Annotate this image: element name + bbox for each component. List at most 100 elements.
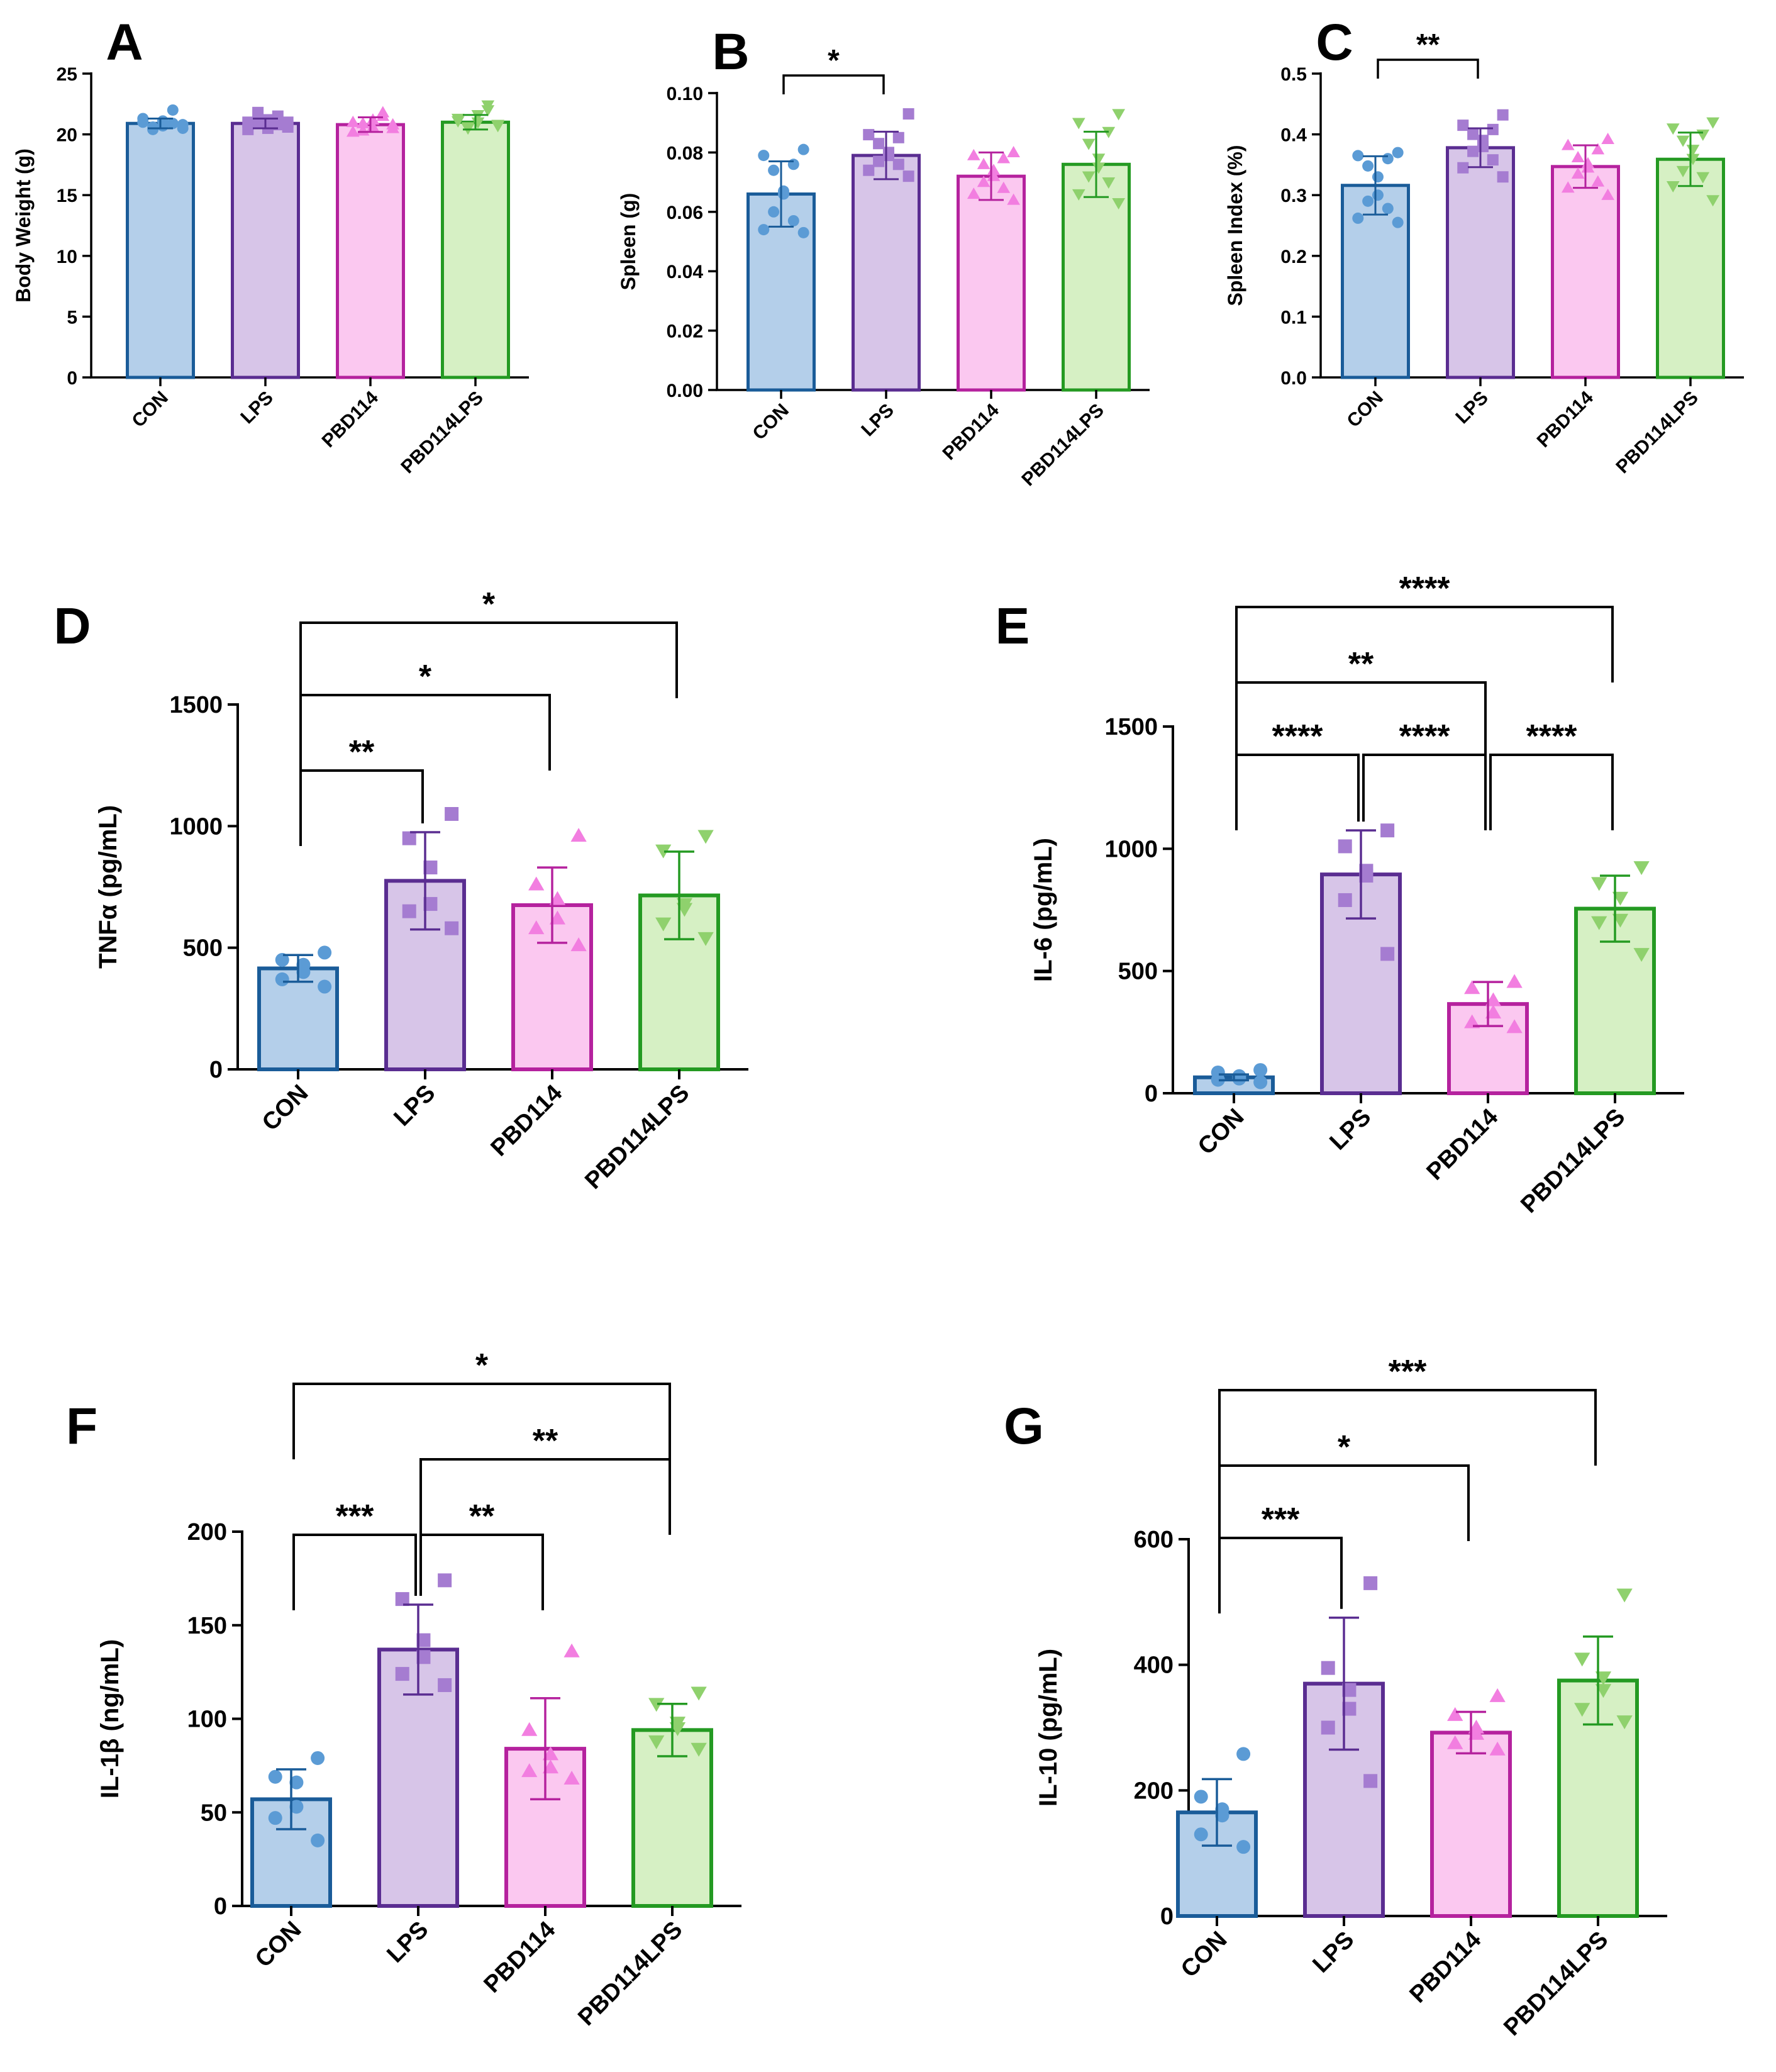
data-point — [1561, 138, 1575, 150]
x-tick-label: PBD114 — [1405, 1927, 1487, 2008]
bar-pbd114 — [1430, 1730, 1512, 1918]
data-point — [787, 214, 799, 226]
bar-pbd114lps — [631, 1728, 713, 1908]
panel-a: A 0 5 10 15 20 25 Body Weight (g) CON LPS PBD114 PB… — [12, 14, 529, 477]
data-point — [1601, 188, 1614, 200]
data-point — [386, 118, 399, 130]
significance-bracket: ** — [419, 1423, 671, 1535]
y-tick-label: 150 — [187, 1613, 227, 1639]
data-point — [311, 1833, 325, 1847]
data-point — [1666, 123, 1680, 135]
y-tick-label: 0.10 — [667, 84, 703, 104]
significance-bracket: ** — [299, 734, 424, 846]
y-tick-label: 5 — [67, 307, 77, 328]
data-point — [882, 150, 894, 162]
x-tick-label: CON — [128, 387, 172, 432]
data-point — [768, 206, 780, 218]
data-point — [1457, 162, 1469, 174]
y-tick-label: 0.3 — [1280, 186, 1307, 206]
data-point — [1380, 947, 1395, 961]
data-point — [296, 965, 311, 979]
significance-label: * — [419, 659, 432, 695]
data-point — [1321, 1720, 1335, 1735]
bracket-line — [1235, 681, 1487, 758]
x-tick-label: LPS — [382, 1917, 433, 1968]
data-point — [997, 181, 1011, 193]
data-point — [445, 921, 459, 935]
y-tick-label: 0.04 — [667, 262, 704, 282]
data-point — [1571, 167, 1585, 179]
data-point — [1612, 891, 1629, 906]
data-point — [902, 108, 914, 120]
data-point — [1506, 1019, 1523, 1033]
y-axis-title: IL-6 (pg/mL) — [1030, 838, 1057, 982]
data-point — [451, 116, 465, 128]
y-axis-title: TNFα (pg/mL) — [94, 805, 122, 969]
bracket-line — [1362, 754, 1487, 830]
data-point — [1489, 1688, 1506, 1702]
significance-bracket: ** — [1377, 28, 1479, 79]
data-point — [1253, 1075, 1268, 1089]
data-point — [1072, 189, 1085, 201]
data-point — [691, 1686, 707, 1701]
x-tick-label: LPS — [1324, 1104, 1376, 1156]
data-point — [1112, 198, 1125, 209]
data-point — [402, 904, 416, 918]
bracket-line — [292, 1383, 671, 1459]
y-tick-label: 1000 — [1104, 836, 1158, 862]
data-point — [528, 876, 545, 891]
data-point — [1591, 916, 1607, 930]
bracket-line — [1218, 1464, 1470, 1541]
data-point — [1467, 145, 1479, 157]
y-tick-label: 0.1 — [1280, 307, 1307, 328]
y-axis-title: IL-10 (pg/mL) — [1035, 1649, 1062, 1807]
data-point — [1616, 1588, 1633, 1603]
data-point — [289, 1800, 304, 1814]
data-point — [1082, 138, 1096, 150]
significance-label: * — [475, 1347, 489, 1384]
panel-b: B 0.00 0.02 0.04 0.06 0.08 0.10 Spleen (g) CON LP… — [617, 23, 1150, 490]
data-point — [1574, 1703, 1590, 1717]
data-point — [157, 120, 169, 132]
data-point — [863, 164, 875, 176]
significance-bracket: ** — [1235, 646, 1487, 758]
data-point — [1194, 1827, 1208, 1842]
panel-letter-b: B — [712, 23, 749, 81]
y-tick-label: 0 — [67, 368, 77, 389]
x-tick-label: PBD114 — [1422, 1104, 1504, 1186]
y-tick-label: 0 — [1160, 1903, 1174, 1930]
data-point — [563, 1643, 580, 1657]
y-tick-label: 0 — [1145, 1081, 1158, 1107]
significance-label: * — [482, 586, 496, 623]
data-point — [1468, 1725, 1485, 1740]
data-point — [137, 113, 149, 125]
data-point — [1342, 1683, 1357, 1697]
data-point — [1591, 175, 1605, 187]
significance-bracket: * — [299, 586, 678, 698]
y-tick-label: 10 — [57, 247, 77, 267]
bar-lps — [384, 879, 466, 1072]
data-point — [797, 226, 809, 238]
data-point — [1676, 165, 1690, 177]
data-point — [177, 122, 189, 134]
data-point — [1380, 823, 1395, 838]
data-point — [697, 830, 714, 844]
y-tick-label: 500 — [183, 935, 223, 962]
x-tick-label: PBD114LPS — [1612, 387, 1702, 478]
y-tick-label: 200 — [1134, 1778, 1174, 1804]
data-point — [1497, 109, 1509, 121]
significance-label: *** — [336, 1498, 374, 1535]
data-point — [356, 116, 370, 128]
bracket-line — [1218, 1537, 1343, 1613]
bar-lps — [231, 121, 300, 379]
data-point — [438, 1573, 452, 1588]
significance-label: *** — [1389, 1354, 1427, 1390]
data-point — [445, 807, 459, 821]
data-point — [1447, 1707, 1463, 1721]
data-point — [521, 1722, 538, 1736]
data-point — [1485, 1005, 1502, 1019]
significance-label: * — [1338, 1429, 1351, 1466]
bracket-line — [782, 74, 885, 94]
y-tick-label: 0.08 — [667, 143, 703, 164]
